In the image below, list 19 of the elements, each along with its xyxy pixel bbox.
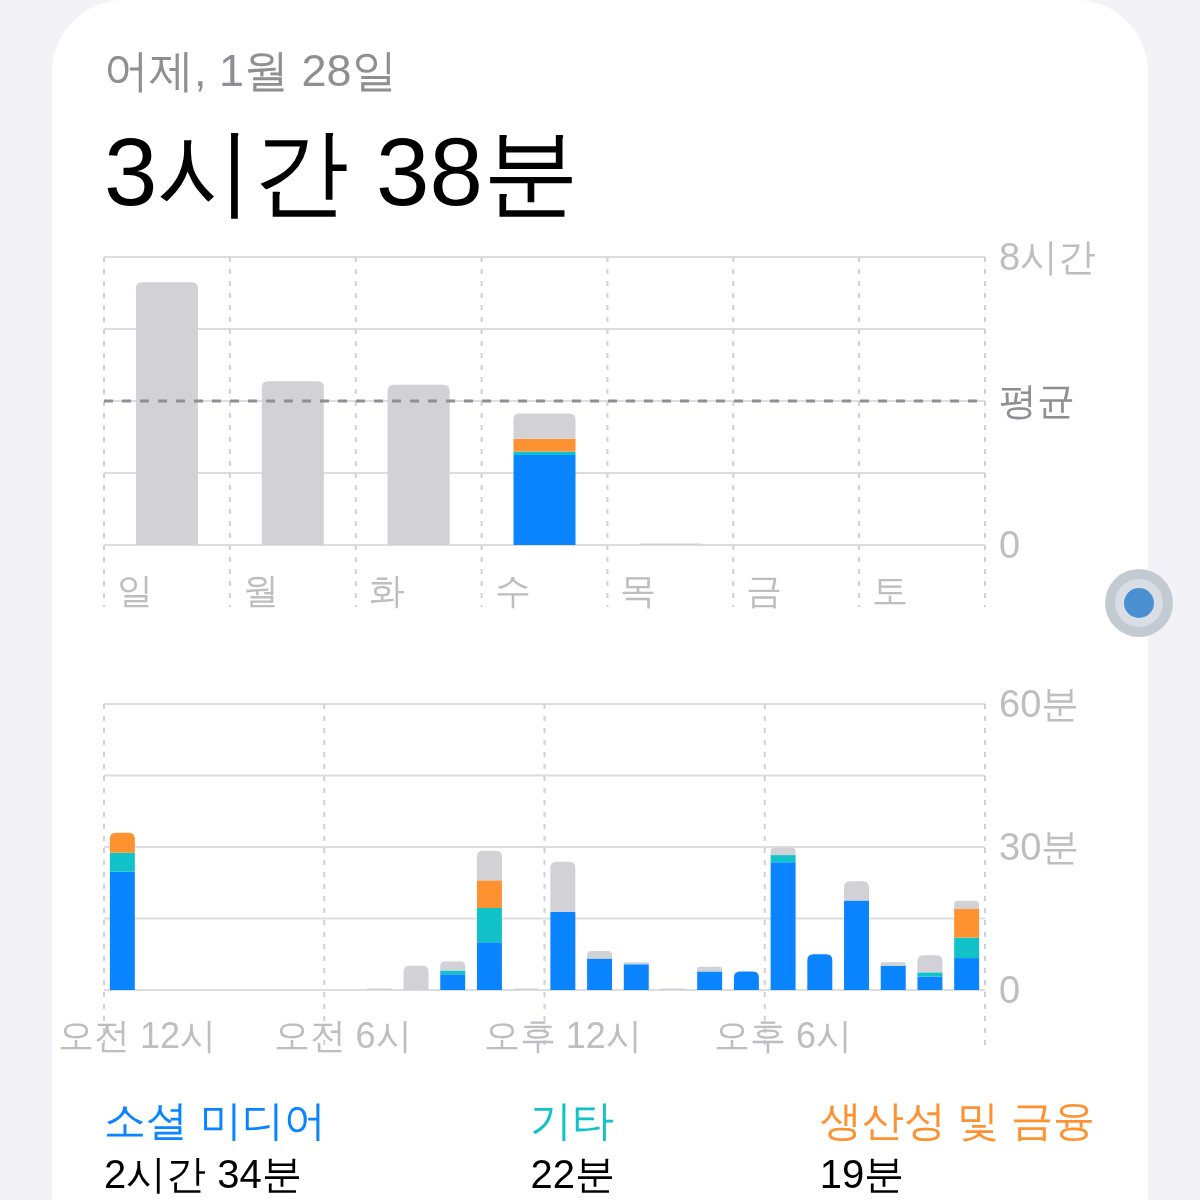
chart-title: 3시간 38분 <box>104 118 579 225</box>
y-tick-label: 0 <box>999 969 1021 1011</box>
x-tick-label: 토 <box>872 570 909 611</box>
y-tick-label: 0 <box>999 524 1021 566</box>
ref-line-label: 평균 <box>999 380 1075 422</box>
x-tick-label: 목 <box>620 570 657 611</box>
x-tick-label: 화 <box>368 570 405 611</box>
y-tick-label: 30분 <box>999 826 1080 868</box>
y-tick-label: 60분 <box>999 683 1080 725</box>
x-tick-label: 수 <box>494 570 531 611</box>
x-tick-label: 오전 6시 <box>273 1015 412 1056</box>
y-tick-label: 8시간 <box>999 236 1097 278</box>
x-tick-label: 일 <box>117 570 153 611</box>
x-tick-label: 오후 12시 <box>483 1015 642 1056</box>
x-tick-label: 오전 12시 <box>58 1015 217 1056</box>
chart-subtitle: 어제, 1월 28일 <box>104 45 397 96</box>
x-tick-label: 오후 6시 <box>714 1015 853 1056</box>
x-tick-label: 금 <box>746 570 783 611</box>
x-tick-label: 월 <box>242 570 279 611</box>
